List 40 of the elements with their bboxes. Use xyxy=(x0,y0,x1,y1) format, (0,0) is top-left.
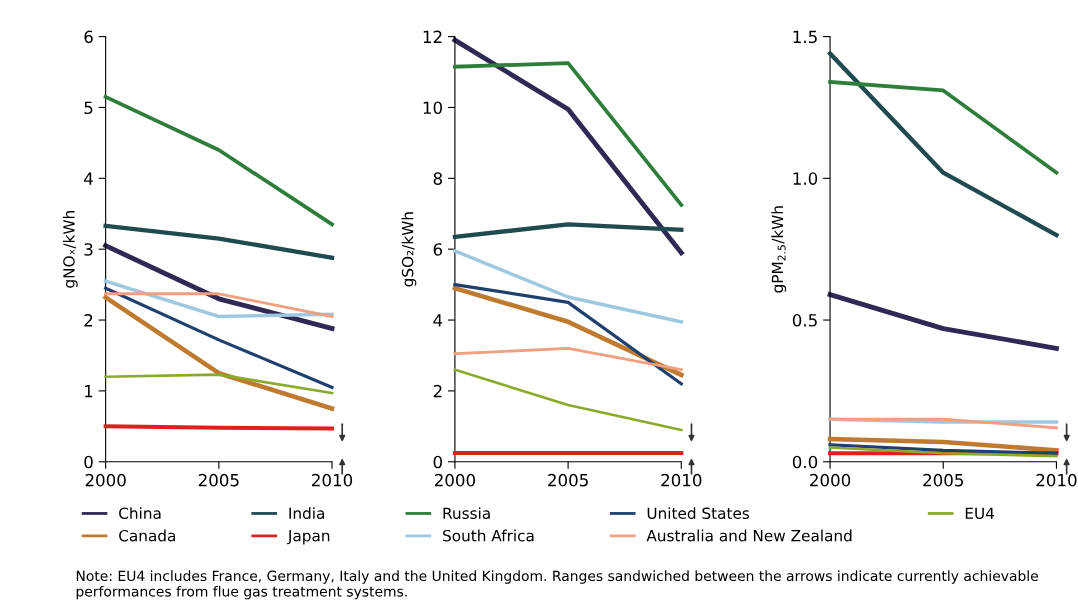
y-tick-label: 8 xyxy=(433,172,442,185)
x-tick-label: 2005 xyxy=(548,473,588,487)
y-tick-label: 0 xyxy=(433,455,442,469)
legend-label: United States xyxy=(647,507,750,520)
y-tick-label: 6 xyxy=(433,243,443,256)
legend-label: Canada xyxy=(119,529,175,542)
y-tick-label: 12 xyxy=(423,30,442,43)
y-tick-label: 1.5 xyxy=(793,30,817,44)
y-tick-label: 3 xyxy=(84,243,93,256)
x-tick-label: 2000 xyxy=(434,473,476,487)
y-tick-label: 0.5 xyxy=(792,314,817,327)
y-tick-label: 1 xyxy=(85,385,93,398)
y-tick-label: 5 xyxy=(84,101,93,115)
y-tick-label: 0.0 xyxy=(792,455,818,469)
x-tick-label: 2010 xyxy=(312,473,353,487)
x-tick-label: 2000 xyxy=(810,473,851,487)
y-tick-label: 10 xyxy=(423,101,442,115)
x-tick-label: 2010 xyxy=(661,473,702,487)
y-tick-label: 2 xyxy=(84,314,93,327)
legend-label: China xyxy=(119,507,161,520)
x-tick-label: 2005 xyxy=(198,473,239,487)
legend-label: India xyxy=(289,507,325,520)
y-axis-title: gNOₓ/kWh xyxy=(62,211,78,288)
y-tick-label: 2 xyxy=(433,384,442,398)
y-axis-title: gPM$_{2.5}$/kWh xyxy=(771,206,787,293)
y-tick-label: 0 xyxy=(84,455,93,469)
legend-label: South Africa xyxy=(443,529,534,542)
legend-label: Japan xyxy=(287,530,330,545)
x-tick-label: 2000 xyxy=(85,473,126,487)
y-tick-label: 6 xyxy=(84,30,93,44)
legend-label: Australia and New Zealand xyxy=(646,529,852,542)
y-tick-label: 4 xyxy=(84,172,93,185)
x-tick-label: 2005 xyxy=(923,473,963,487)
legend-label: Russia xyxy=(443,507,490,520)
y-axis-title: gSO₂/kWh xyxy=(401,212,417,287)
legend-label: EU4 xyxy=(965,507,995,520)
x-tick-label: 2010 xyxy=(1036,473,1077,487)
text: Note: EU4 includes France, Germany, Italy and the United Kingdom. Ranges sandwiched between the arrows indicate currently achievable performances from flue gas treatment systems. xyxy=(76,570,1038,600)
y-tick-label: 1.0 xyxy=(793,172,818,185)
y-tick-label: 4 xyxy=(433,314,443,327)
